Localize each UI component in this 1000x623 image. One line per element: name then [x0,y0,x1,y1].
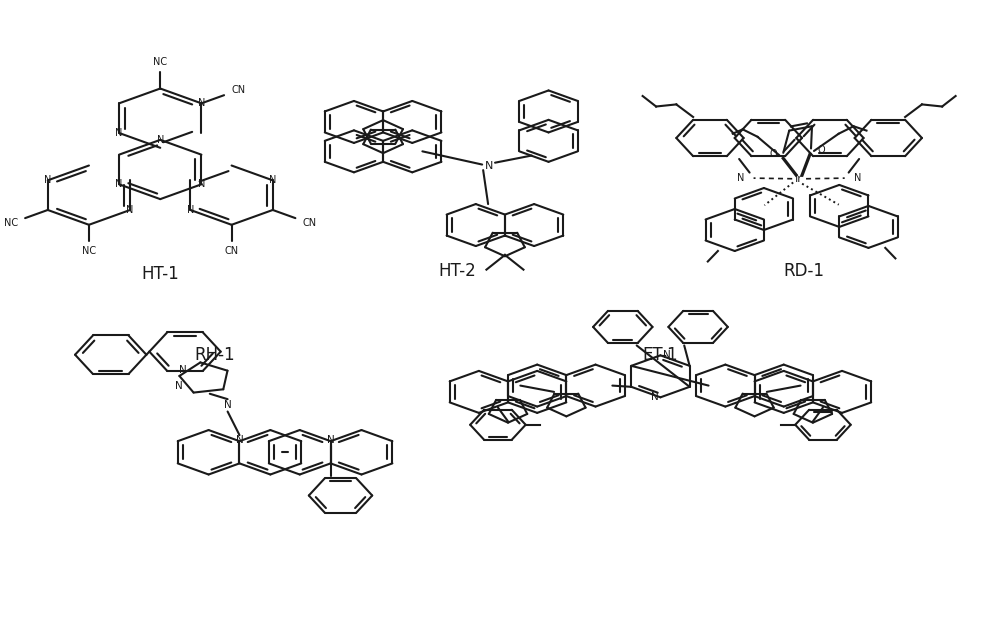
Text: ET-1: ET-1 [643,346,678,364]
Text: N: N [175,381,183,391]
Text: N: N [157,135,164,145]
Text: RD-1: RD-1 [784,262,825,280]
Text: N: N [663,350,670,360]
Text: HT-2: HT-2 [439,262,476,280]
Text: NC: NC [82,247,96,257]
Text: N: N [485,161,493,171]
Text: N: N [44,175,51,185]
Text: N: N [198,179,205,189]
Text: N: N [269,175,276,185]
Text: N: N [737,173,744,183]
Text: N: N [126,205,134,215]
Text: Ir: Ir [795,174,803,184]
Text: N: N [115,179,123,189]
Text: CN: CN [303,218,317,228]
Text: CN: CN [225,247,239,257]
Text: N: N [198,98,205,108]
Text: NC: NC [153,57,167,67]
Text: NC: NC [4,218,18,228]
Text: N: N [236,435,243,445]
Text: N: N [115,128,123,138]
Text: CN: CN [231,85,246,95]
Text: O: O [770,149,777,159]
Text: N: N [651,392,658,402]
Text: N: N [179,364,187,374]
Text: RH-1: RH-1 [194,346,235,364]
Text: N: N [224,401,231,411]
Text: O: O [817,145,825,155]
Text: HT-1: HT-1 [141,265,179,283]
Text: N: N [327,435,334,445]
Text: N: N [854,173,861,183]
Text: N: N [187,205,194,215]
